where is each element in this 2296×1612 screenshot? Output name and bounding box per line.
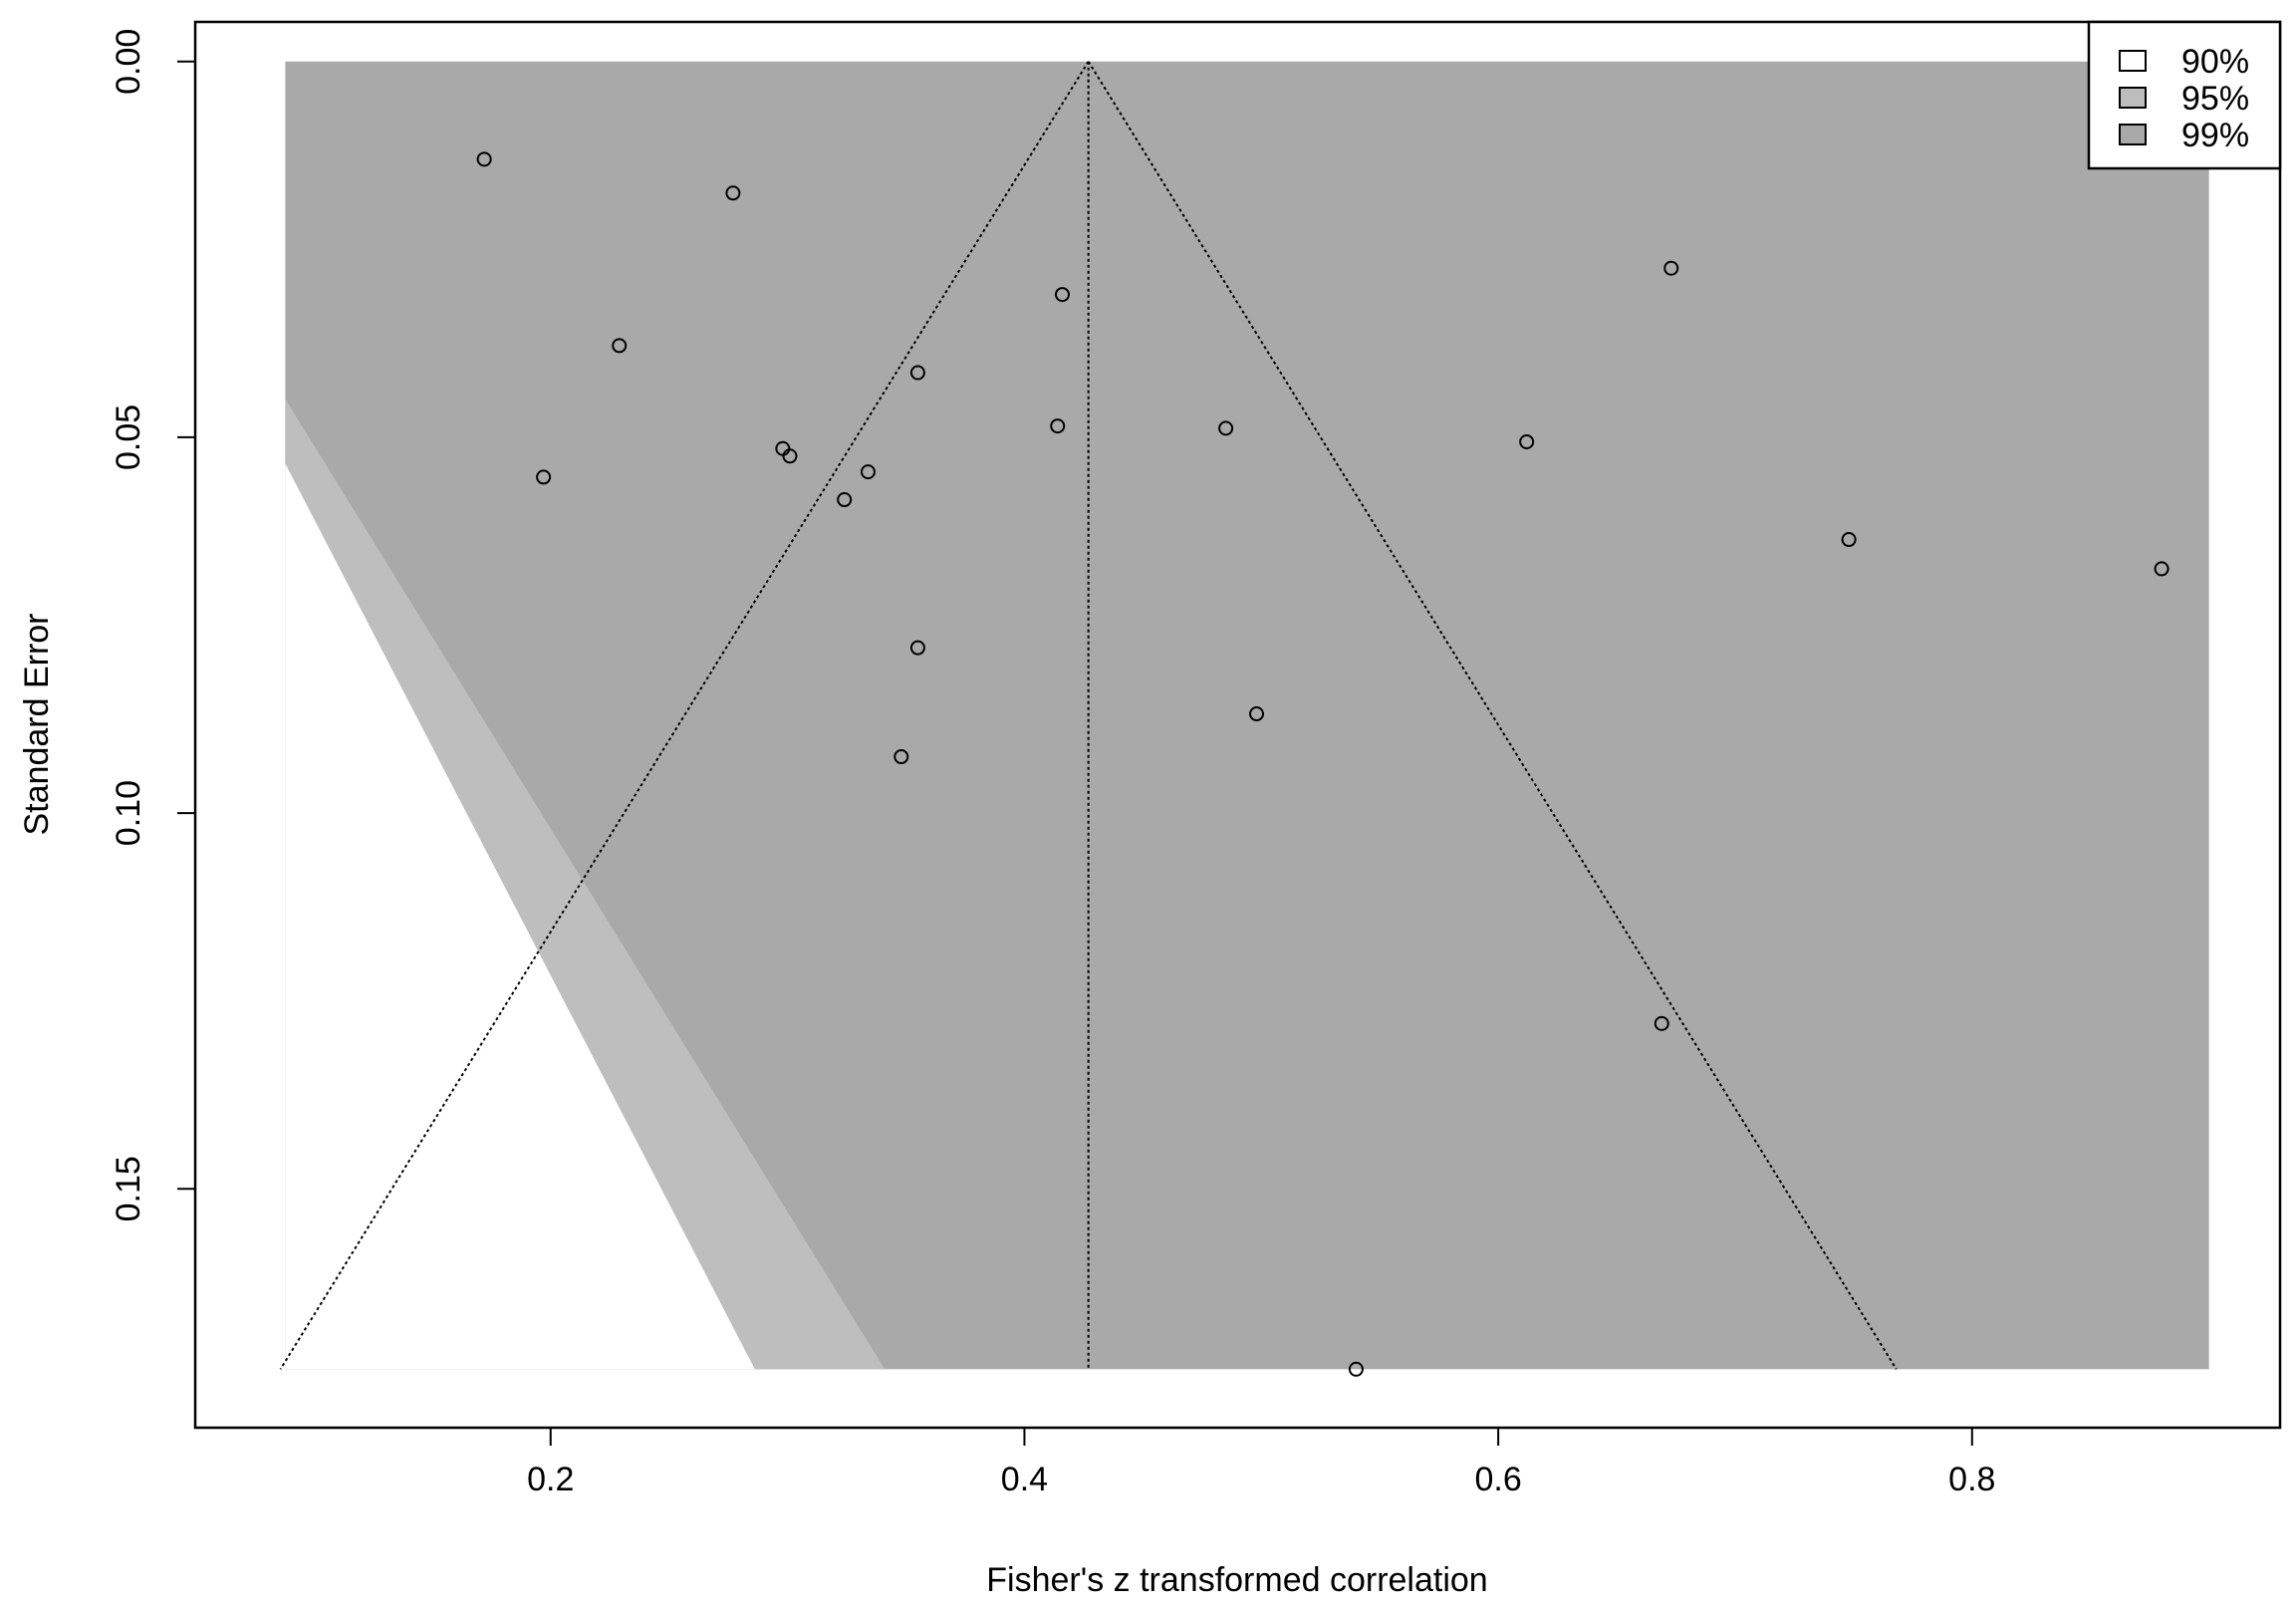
study-point bbox=[909, 640, 925, 656]
study-point bbox=[909, 365, 925, 381]
legend-swatch bbox=[2119, 124, 2147, 145]
study-point bbox=[1519, 433, 1535, 449]
x-tick-label: 0.2 bbox=[527, 1461, 574, 1498]
y-axis-title: Standard Error bbox=[18, 614, 56, 836]
study-point bbox=[476, 151, 492, 167]
y-tick-label: 0.10 bbox=[110, 780, 147, 846]
study-point bbox=[1218, 420, 1234, 436]
study-point bbox=[893, 749, 909, 765]
study-point bbox=[782, 448, 798, 464]
study-point bbox=[1050, 418, 1066, 434]
contour-regions bbox=[285, 61, 2209, 1370]
legend-swatch bbox=[2119, 87, 2147, 109]
legend-label: 99% bbox=[2181, 117, 2249, 154]
study-point bbox=[2154, 561, 2169, 577]
y-tick-label: 0.05 bbox=[110, 404, 147, 470]
study-point bbox=[860, 464, 876, 480]
y-tick-label: 0.00 bbox=[110, 29, 147, 95]
x-tick-label: 0.4 bbox=[1001, 1461, 1048, 1498]
legend-label: 90% bbox=[2181, 43, 2249, 81]
study-point bbox=[725, 185, 741, 201]
x-tick-label: 0.6 bbox=[1474, 1461, 1521, 1498]
x-axis-title: Fisher's z transformed correlation bbox=[986, 1561, 1487, 1599]
study-point bbox=[1249, 706, 1265, 722]
legend-swatch bbox=[2119, 50, 2147, 72]
funnel-right-line bbox=[1087, 61, 1898, 1370]
legend: 90%95%99% bbox=[2087, 20, 2282, 170]
funnel-left-line bbox=[279, 61, 1090, 1370]
study-point bbox=[1841, 532, 1857, 548]
x-axis: 0.2 0.4 0.6 0.8 bbox=[527, 1427, 1995, 1498]
study-point bbox=[1054, 287, 1070, 303]
study-points bbox=[476, 151, 2169, 1377]
legend-label: 95% bbox=[2181, 80, 2249, 118]
study-point bbox=[612, 338, 628, 354]
study-point bbox=[1654, 1015, 1669, 1031]
x-tick-label: 0.8 bbox=[1948, 1461, 1995, 1498]
study-point bbox=[837, 492, 853, 508]
funnel-lines bbox=[279, 61, 1898, 1370]
region-90 bbox=[285, 463, 755, 1370]
study-point bbox=[1663, 260, 1679, 276]
study-point bbox=[536, 469, 552, 485]
y-axis: 0.00 0.05 0.10 0.15 bbox=[110, 29, 196, 1221]
study-point bbox=[1348, 1361, 1364, 1377]
y-tick-label: 0.15 bbox=[110, 1156, 147, 1221]
